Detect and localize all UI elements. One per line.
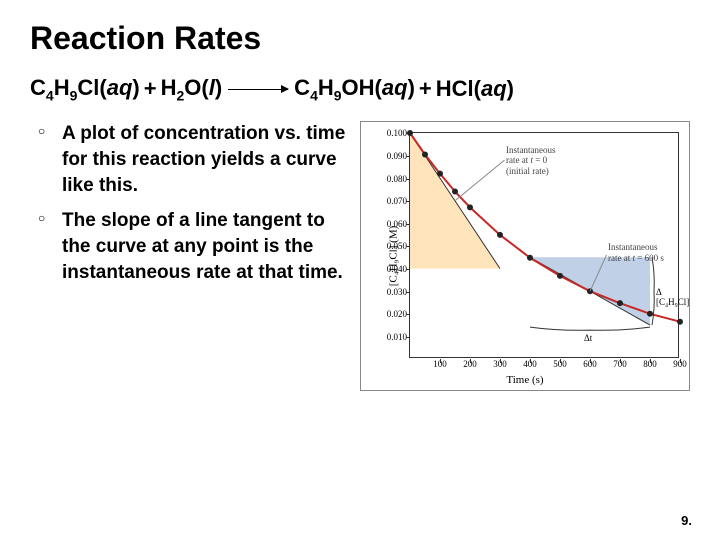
- reactant-1: C4H9Cl(aq): [30, 75, 140, 103]
- product-1: C4H9OH(aq): [294, 75, 415, 103]
- concentration-time-chart: [C₄H₉Cl] (M) Time (s) 0.0100.0200.0300.0…: [360, 121, 690, 391]
- bullet-item: The slope of a line tangent to the curve…: [38, 208, 346, 285]
- page-number: 9.: [681, 513, 692, 528]
- annotation-initial-rate: Instantaneousrate at t = 0(initial rate): [506, 145, 601, 177]
- plus-1: +: [144, 76, 157, 102]
- slide-title: Reaction Rates: [30, 20, 690, 57]
- bullet-item: A plot of concentration vs. time for thi…: [38, 121, 346, 198]
- delta-x-label: Δt: [584, 333, 592, 343]
- annotation-rate-600: Instantaneousrate at t = 600 s: [608, 242, 703, 264]
- x-axis-label: Time (s): [506, 374, 543, 386]
- reaction-arrow-icon: [228, 89, 288, 90]
- bullet-list: A plot of concentration vs. time for thi…: [30, 121, 346, 391]
- reaction-equation: C4H9Cl(aq) + H2O(l) C4H9OH(aq) + HCl(aq): [30, 75, 690, 103]
- delta-y-label: Δ [C₄H₉Cl]: [656, 287, 689, 307]
- plus-2: +: [419, 76, 432, 102]
- y-axis-label: [C₄H₉Cl] (M): [387, 226, 399, 287]
- reactant-2: H2O(l): [161, 75, 223, 103]
- product-2: HCl(aq): [436, 76, 514, 102]
